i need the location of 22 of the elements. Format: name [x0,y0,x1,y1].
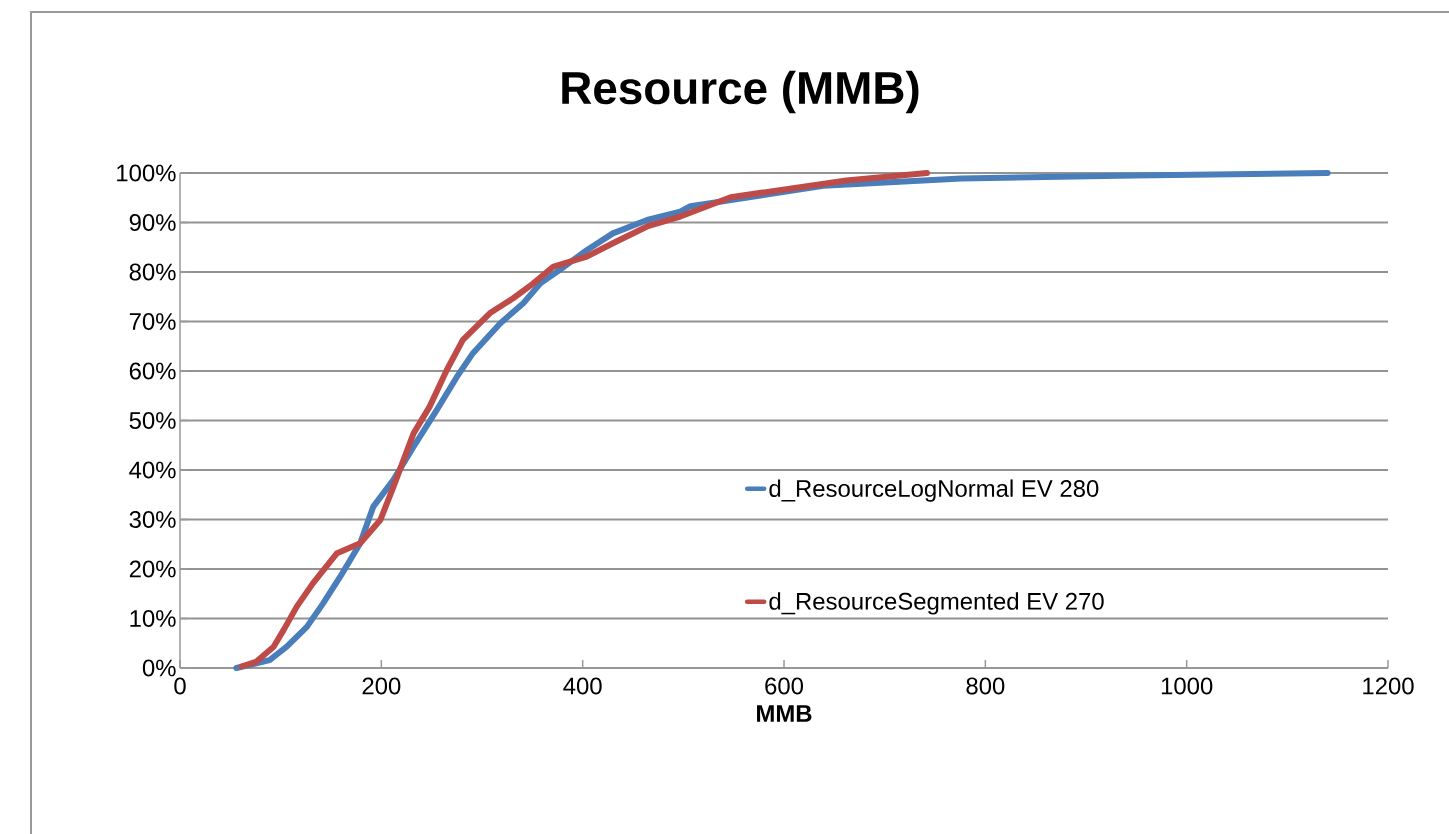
y-tick-label: 50% [129,412,176,429]
y-tick-label: 100% [117,164,176,182]
x-tick-label: 0 [174,677,186,695]
y-tick-label: 70% [129,313,176,330]
x-tick-label: 600 [765,677,804,695]
legend-label: d_ResourceSegmented EV 270 [769,592,1104,615]
y-tick-label: 90% [129,214,176,231]
x-tick-label: 200 [362,677,401,695]
y-tick-label: 40% [129,461,176,479]
y-tick-label: 20% [129,560,176,578]
y-tick-label: 0% [142,659,176,677]
x-tick-label: 1200 [1363,677,1414,695]
x-tick-label: 800 [966,677,1005,695]
y-tick-label: 80% [129,263,176,281]
chart-title: Resource (MMB) [562,70,919,114]
y-tick-label: 30% [129,511,176,528]
y-tick-label: 10% [130,610,176,627]
x-tick-label: 1000 [1161,677,1213,695]
x-axis-title: MMB [757,705,812,722]
y-tick-label: 60% [129,362,176,380]
legend-label: d_ResourceLogNormal EV 280 [769,479,1099,502]
x-tick-label: 400 [563,677,602,695]
